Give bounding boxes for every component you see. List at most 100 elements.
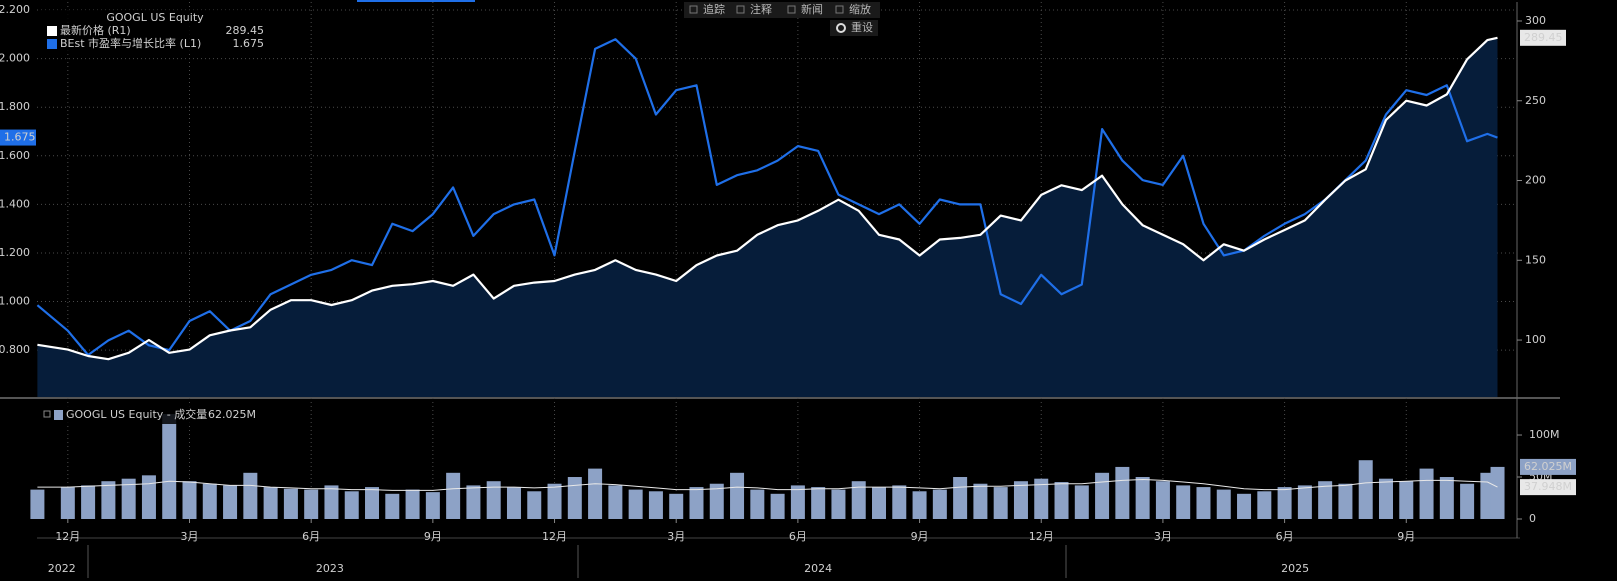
x-tick-label: 6月 bbox=[302, 530, 320, 543]
volume-bar bbox=[446, 472, 461, 519]
volume-legend-value: 62.025M bbox=[208, 408, 256, 421]
volume-bar bbox=[993, 487, 1008, 519]
legend-swatch bbox=[47, 26, 57, 36]
volume-bar bbox=[182, 481, 197, 519]
y-tick-label: 2.000 bbox=[0, 52, 30, 65]
toolbar-button[interactable]: 缩放 bbox=[849, 2, 871, 16]
volume-bar bbox=[1419, 468, 1434, 519]
y-tick-label: 1.000 bbox=[0, 295, 30, 308]
volume-bar bbox=[709, 483, 724, 519]
volume-ma-line bbox=[37, 479, 1498, 491]
volume-bar bbox=[425, 492, 440, 519]
volume-bar bbox=[1338, 483, 1353, 519]
volume-bar bbox=[1216, 489, 1231, 519]
price-badge: 289.45 bbox=[1524, 31, 1563, 44]
price-line bbox=[37, 36, 1498, 361]
toolbar-bg bbox=[684, 2, 880, 18]
x-tick-label: 6月 bbox=[1276, 530, 1294, 543]
volume-bar bbox=[81, 485, 96, 519]
peg-badge: 1.675 bbox=[4, 131, 36, 144]
volume-bar bbox=[932, 489, 947, 519]
volume-bar bbox=[324, 485, 339, 519]
volume-bar bbox=[892, 485, 907, 519]
volume-bar bbox=[344, 491, 359, 519]
volume-bar bbox=[1490, 466, 1505, 519]
volume-bar bbox=[953, 477, 968, 519]
volume-bar bbox=[831, 489, 846, 519]
x-tick-label: 9月 bbox=[911, 530, 929, 543]
x-tick-label: 9月 bbox=[424, 530, 442, 543]
volume-bar bbox=[608, 485, 623, 519]
volume-bar bbox=[162, 414, 177, 519]
x-tick-label: 3月 bbox=[667, 530, 685, 543]
volume-legend-label: GOOGL US Equity - 成交量 bbox=[66, 407, 207, 421]
volume-bar bbox=[1439, 477, 1454, 519]
legend-label: BEst 市盈率与增长比率 (L1) bbox=[60, 36, 201, 50]
year-label: 2022 bbox=[48, 562, 76, 575]
volume-bar bbox=[628, 489, 643, 519]
toolbar-button[interactable]: 新闻 bbox=[801, 2, 823, 16]
year-label: 2024 bbox=[804, 562, 832, 575]
legend-value: 289.45 bbox=[226, 24, 265, 37]
volume-bar bbox=[588, 468, 603, 519]
volume-bar bbox=[1378, 478, 1393, 519]
volume-bar bbox=[669, 493, 684, 519]
x-tick-label: 12月 bbox=[1029, 530, 1054, 543]
y2-tick-label: 300 bbox=[1525, 14, 1546, 27]
volume-bar bbox=[1176, 485, 1191, 519]
volume-bar bbox=[1257, 491, 1272, 519]
volume-bar bbox=[1054, 482, 1069, 519]
y-tick-label: 1.400 bbox=[0, 197, 30, 210]
toolbar-button[interactable]: 注释 bbox=[750, 2, 772, 16]
volume-bar bbox=[30, 489, 45, 519]
x-tick-label: 6月 bbox=[789, 530, 807, 543]
volume-bar bbox=[790, 485, 805, 519]
toolbar-button[interactable]: 追踪 bbox=[703, 2, 725, 16]
volume-bar bbox=[263, 487, 278, 519]
y2-tick-label: 250 bbox=[1525, 94, 1546, 107]
y2-tick-label: 100 bbox=[1525, 333, 1546, 346]
volume-bar bbox=[1095, 472, 1110, 519]
volume-bar bbox=[1237, 493, 1252, 519]
volume-bar bbox=[1297, 485, 1312, 519]
year-label: 2023 bbox=[316, 562, 344, 575]
volume-bar bbox=[223, 485, 238, 519]
volume-bar bbox=[567, 477, 582, 519]
volume-bar bbox=[506, 487, 521, 519]
x-tick-label: 3月 bbox=[1154, 530, 1172, 543]
volume-bar bbox=[770, 493, 785, 519]
volume-bar bbox=[365, 487, 380, 519]
volume-bar bbox=[547, 483, 562, 519]
volume-bar bbox=[1115, 466, 1130, 519]
volume-ma-badge: 37.948M bbox=[1524, 480, 1572, 493]
y3-tick-label: 0 bbox=[1529, 512, 1536, 525]
toolbar-icon bbox=[787, 5, 796, 14]
volume-bar bbox=[872, 487, 887, 519]
volume-bar bbox=[973, 483, 988, 519]
volume-bar bbox=[60, 487, 75, 519]
legend-box bbox=[40, 10, 268, 52]
volume-badge: 62.025M bbox=[1524, 460, 1572, 473]
volume-bar bbox=[648, 491, 663, 519]
volume-bar bbox=[1277, 487, 1292, 519]
volume-bar bbox=[1074, 485, 1089, 519]
volume-bar bbox=[1318, 481, 1333, 519]
legend-box bbox=[40, 406, 252, 424]
toolbar-icon bbox=[835, 5, 844, 14]
volume-bar bbox=[912, 491, 927, 519]
volume-bar bbox=[202, 483, 217, 519]
volume-bar bbox=[1034, 478, 1049, 519]
price-area bbox=[37, 37, 1498, 398]
volume-bar bbox=[1196, 487, 1211, 519]
volume-bar bbox=[486, 481, 501, 519]
volume-bar bbox=[527, 491, 542, 519]
x-tick-label: 9月 bbox=[1397, 530, 1415, 543]
volume-bar bbox=[851, 481, 866, 519]
x-tick-label: 3月 bbox=[181, 530, 199, 543]
reset-button[interactable]: 重设 bbox=[851, 20, 873, 34]
volume-bar bbox=[405, 489, 420, 519]
volume-ma-badge-bg bbox=[1520, 479, 1576, 496]
volume-bar bbox=[121, 478, 136, 519]
tab-indicator bbox=[357, 0, 475, 2]
legend-toggle[interactable] bbox=[43, 410, 51, 418]
